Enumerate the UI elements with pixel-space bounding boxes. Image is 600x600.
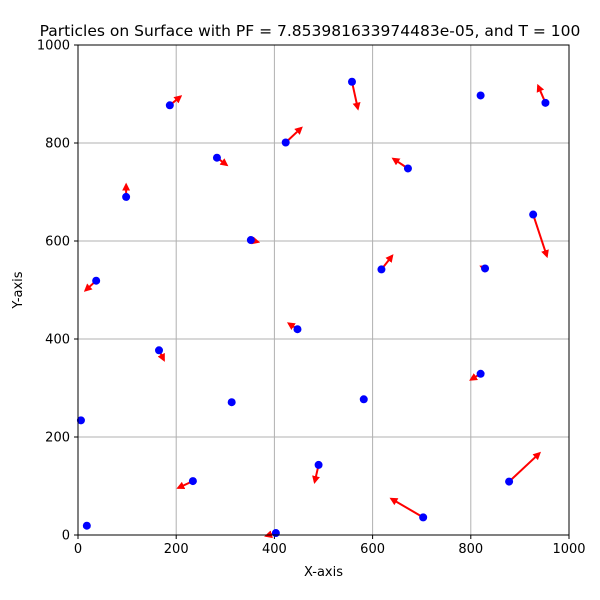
y-tick-label: 0 [62, 529, 70, 544]
particle-point [212, 153, 221, 162]
y-tick-label: 600 [45, 235, 70, 250]
y-tick-label: 400 [45, 333, 70, 348]
y-tick-label: 800 [45, 137, 70, 152]
particle-point [541, 98, 550, 107]
x-tick-label: 0 [74, 542, 82, 557]
particle-point [82, 521, 91, 530]
velocity-arrow [351, 81, 361, 111]
x-tick-label: 200 [164, 542, 189, 557]
particle-point [165, 101, 174, 110]
chart-title: Particles on Surface with PF = 7.8539816… [40, 22, 581, 40]
particle-point [403, 164, 412, 173]
particle-point [92, 276, 101, 285]
particle-point [481, 264, 490, 273]
particle-point [314, 460, 323, 469]
particle-point [246, 236, 255, 245]
particle-points [76, 77, 550, 538]
particle-point [529, 210, 538, 219]
x-tick-label: 600 [360, 542, 385, 557]
particle-point [155, 346, 164, 355]
velocity-arrow [508, 451, 542, 483]
x-tick-label: 800 [458, 542, 483, 557]
particle-point [476, 369, 485, 378]
velocity-arrow [532, 214, 549, 259]
y-tick-label: 200 [45, 431, 70, 446]
particle-point [122, 192, 131, 201]
particle-point [227, 398, 236, 407]
particle-point [347, 77, 356, 86]
particle-point [281, 138, 290, 147]
x-tick-label: 400 [262, 542, 287, 557]
plot-frame [77, 44, 570, 536]
axis-ticks: 0 200 400 600 800 1000 0 200 400 600 800 1000 [37, 39, 586, 558]
particle-point [377, 265, 386, 274]
x-axis-label: X-axis [304, 565, 343, 580]
grid-lines [77, 44, 570, 536]
particle-point [505, 477, 514, 486]
particle-point [76, 416, 85, 425]
particle-point [476, 91, 485, 100]
x-tick-label: 1000 [552, 542, 585, 557]
y-tick-label: 1000 [37, 39, 70, 54]
particle-point [419, 513, 428, 522]
particle-point [359, 395, 368, 404]
y-axis-label: Y-axis [11, 271, 26, 309]
particle-point [188, 477, 197, 486]
velocity-arrow [389, 497, 424, 519]
particle-point [293, 325, 302, 334]
particle-point [271, 529, 280, 538]
